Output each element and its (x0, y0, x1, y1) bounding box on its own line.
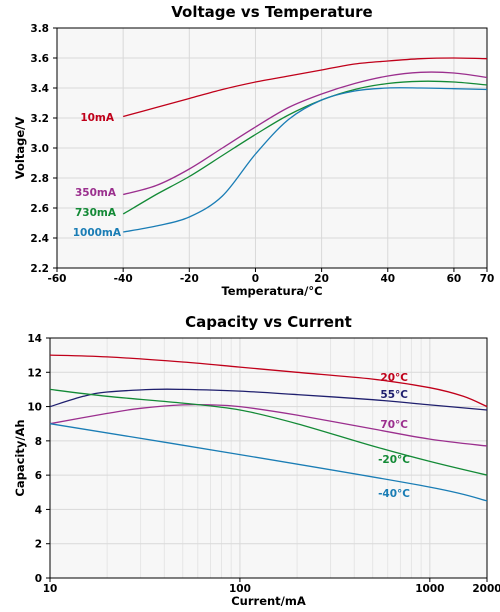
y-tick-label: 3.2 (30, 113, 49, 125)
series-line--20°C (49, 388, 488, 476)
series-line-350mA (123, 71, 488, 196)
x-tick-label: 60 (447, 273, 462, 285)
series-label: -40°C (378, 488, 410, 500)
series-label: 1000mA (73, 227, 122, 239)
y-tick-label: 8 (35, 436, 42, 448)
series-label: 55°C (380, 389, 408, 401)
x-tick-label: 100 (229, 583, 251, 595)
series-line-70°C (49, 403, 488, 447)
y-axis-title: Voltage/V (13, 117, 27, 180)
y-tick-label: 2.2 (30, 263, 49, 275)
y-tick-label: 14 (27, 333, 42, 345)
series-line-20°C (49, 354, 488, 408)
chart-title: Voltage vs Temperature (171, 3, 372, 21)
x-tick-label: -40 (114, 273, 133, 285)
x-tick-label: 2000 (472, 583, 500, 595)
y-tick-label: 3.8 (30, 23, 49, 35)
x-tick-label: 70 (480, 273, 495, 285)
plot-frame (49, 337, 488, 579)
y-tick-label: 10 (27, 402, 42, 414)
x-tick-label: -60 (48, 273, 67, 285)
series-line-1000mA (123, 87, 488, 233)
series-label: -20°C (378, 454, 410, 466)
series-label: 350mA (75, 187, 117, 199)
x-tick-label: -20 (180, 273, 199, 285)
y-axis-title: Capacity/Ah (13, 419, 27, 496)
series-label: 70°C (380, 419, 408, 431)
x-tick-label: 20 (314, 273, 329, 285)
series-label: 730mA (75, 207, 117, 219)
y-tick-label: 2.6 (30, 203, 49, 215)
series-line-730mA (122, 80, 488, 215)
x-tick-label: 10 (43, 583, 58, 595)
y-tick-label: 3.6 (30, 53, 49, 65)
x-axis-title: Current/mA (231, 594, 306, 608)
y-tick-label: 3.0 (30, 143, 49, 155)
y-tick-label: 2.8 (30, 173, 49, 185)
x-tick-label: 0 (252, 273, 259, 285)
voltage-temperature-chart: Voltage vs Temperature -60 -40 -20 0 20 40 60 70… (13, 3, 494, 298)
y-tick-label: 3.4 (30, 83, 49, 95)
chart-title: Capacity vs Current (185, 313, 352, 331)
series-label: 10mA (80, 112, 115, 124)
x-tick-label: 1000 (415, 583, 444, 595)
y-tick-label: 2.4 (30, 233, 49, 245)
y-tick-label: 2 (35, 539, 42, 551)
series-line-55°C (49, 388, 488, 411)
x-tick-label: 40 (380, 273, 395, 285)
series-label: 20°C (380, 372, 408, 384)
y-tick-label: 6 (35, 470, 42, 482)
series-line-10mA (123, 57, 488, 118)
series-line--40°C (49, 423, 488, 502)
y-tick-label: 4 (35, 504, 42, 516)
y-tick-label: 0 (35, 573, 42, 585)
y-tick-label: 12 (27, 367, 42, 379)
x-axis-title: Temperatura/°C (221, 284, 322, 298)
capacity-current-chart: Capacity vs Current 10 100 1000 2000 0 2 4 6 8 10 1… (13, 313, 500, 608)
